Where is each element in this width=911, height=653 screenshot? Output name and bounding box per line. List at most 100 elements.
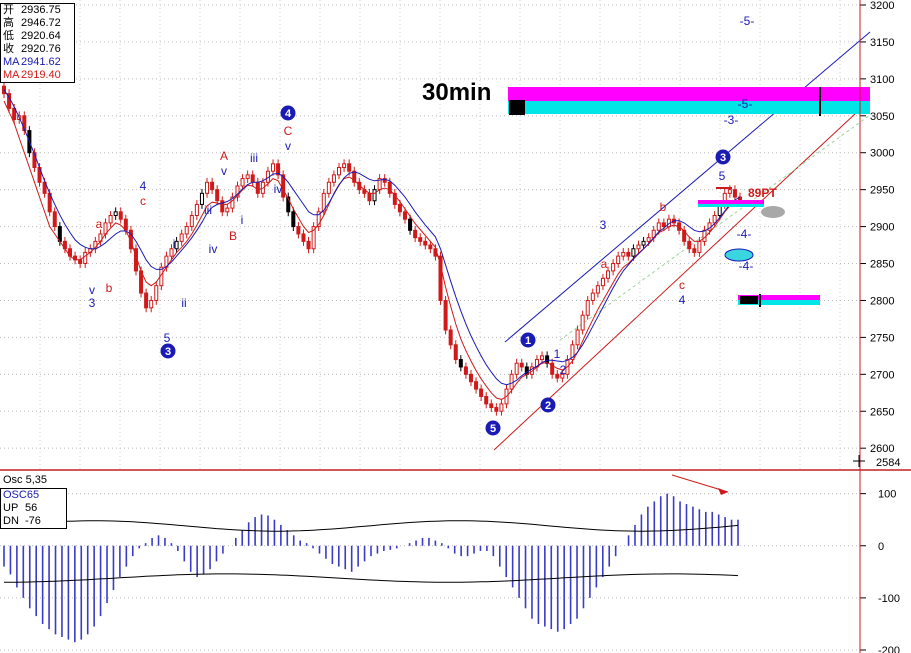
- candle-body: [306, 240, 311, 250]
- candle-body: [311, 226, 316, 250]
- candle-body: [255, 181, 260, 194]
- candle-body: [382, 178, 387, 183]
- candle-body: [560, 373, 565, 379]
- candle-body: [489, 403, 494, 409]
- candle-body: [169, 248, 174, 257]
- wave-label: iii: [250, 151, 258, 165]
- candle-body: [636, 244, 641, 250]
- candle-body: [448, 329, 453, 346]
- wave-circle: [715, 149, 731, 165]
- candle-body: [331, 174, 336, 183]
- wave-circle-label: 2: [545, 400, 551, 412]
- candle-body: [397, 203, 402, 213]
- candle-body: [428, 244, 433, 250]
- candle-body: [661, 222, 666, 228]
- ohlc-row-value: 2941.62: [21, 56, 61, 68]
- price-tick-label: 2600: [870, 443, 894, 455]
- wave-label: b: [660, 200, 667, 214]
- wave-circle-label: 3: [720, 152, 726, 164]
- candle-body: [240, 178, 245, 187]
- candle-body: [555, 373, 560, 379]
- osc-info-box: Osc 5,35 OSC65 UP 56 DN -76: [0, 474, 67, 529]
- price-readout: 2584: [876, 457, 900, 469]
- candle-body: [453, 344, 458, 361]
- osc-grid: [0, 493, 860, 651]
- candle-body: [463, 366, 468, 375]
- candle-body: [585, 299, 590, 316]
- candle-body: [113, 211, 118, 217]
- wave-circle-label: 4: [285, 108, 292, 120]
- candle-body: [687, 240, 692, 250]
- trend-channel: [493, 31, 871, 451]
- candle-body: [286, 196, 291, 213]
- candle-body: [509, 373, 514, 390]
- candle-body: [321, 192, 326, 213]
- osc-arrow-head: [718, 488, 728, 495]
- candle-body: [468, 373, 473, 383]
- upper-small-box-magenta: [698, 200, 764, 204]
- ohlc-row: MA 2941.62: [1, 56, 74, 69]
- candle-body: [732, 189, 737, 198]
- candle-body: [194, 203, 199, 217]
- candlestick-series: [1, 81, 743, 416]
- candle-body: [372, 189, 377, 202]
- wave-label: iv: [274, 182, 283, 196]
- wave-label: v: [221, 164, 227, 178]
- low-box-marker: [740, 296, 758, 304]
- wave-label: 1: [554, 347, 561, 361]
- lower-channel-line: [493, 99, 871, 451]
- wave-label: iv: [209, 242, 218, 256]
- wave-label: 5: [164, 331, 171, 345]
- osc-tick-label: -100: [878, 593, 900, 605]
- candle-body: [595, 285, 600, 294]
- candle-body: [392, 192, 397, 205]
- crosshair-icon[interactable]: [853, 455, 865, 467]
- osc-row: DN -76: [1, 515, 66, 528]
- mid-channel-line: [559, 114, 871, 341]
- candle-body: [179, 233, 184, 242]
- candle-body: [225, 207, 230, 213]
- candle-body: [646, 237, 651, 242]
- wave-label: a: [96, 217, 103, 231]
- price-tick-label: 2650: [870, 406, 894, 418]
- osc-upper-band: [3, 520, 739, 532]
- wave-label: -4-: [737, 227, 752, 241]
- wave-circle: [485, 420, 501, 436]
- wave-label: 5: [719, 169, 726, 183]
- candle-body: [631, 248, 636, 257]
- candle-body: [281, 174, 286, 198]
- upper-channel-line: [504, 31, 871, 343]
- wave-label: ii: [181, 296, 186, 310]
- candle-body: [702, 229, 707, 242]
- candle-body: [174, 240, 179, 250]
- ohlc-row-label: 收: [3, 43, 14, 55]
- ohlc-row: 高 2946.72: [1, 17, 74, 30]
- candle-body: [692, 248, 697, 253]
- candle-body: [347, 163, 352, 172]
- osc-tick-label: 0: [878, 541, 884, 553]
- wave-label: A: [220, 149, 228, 163]
- price-tick-label: 2850: [870, 259, 894, 271]
- candle-body: [550, 362, 555, 375]
- wave-label: -5-: [740, 14, 755, 28]
- osc-tick-label: 100: [878, 489, 896, 501]
- ohlc-row: MA 2919.40: [1, 69, 74, 82]
- oscillator-histogram: [3, 493, 739, 643]
- wave-label: -3-: [724, 113, 739, 127]
- candle-body: [316, 211, 321, 228]
- price-tick-label: 2700: [870, 369, 894, 381]
- candle-body: [12, 107, 17, 120]
- candle-body: [413, 229, 418, 239]
- wave-circle: [520, 332, 536, 348]
- ohlc-row-value: 2936.75: [21, 4, 61, 16]
- target-box-cyan: [508, 101, 870, 114]
- candle-body: [540, 355, 545, 361]
- candle-body: [205, 181, 210, 194]
- grey-ellipse: [761, 206, 785, 218]
- candle-body: [494, 407, 499, 412]
- ohlc-row-label: MA: [3, 69, 20, 81]
- price-tick-label: 3200: [870, 0, 894, 12]
- candle-body: [352, 170, 357, 183]
- candle-body: [301, 233, 306, 242]
